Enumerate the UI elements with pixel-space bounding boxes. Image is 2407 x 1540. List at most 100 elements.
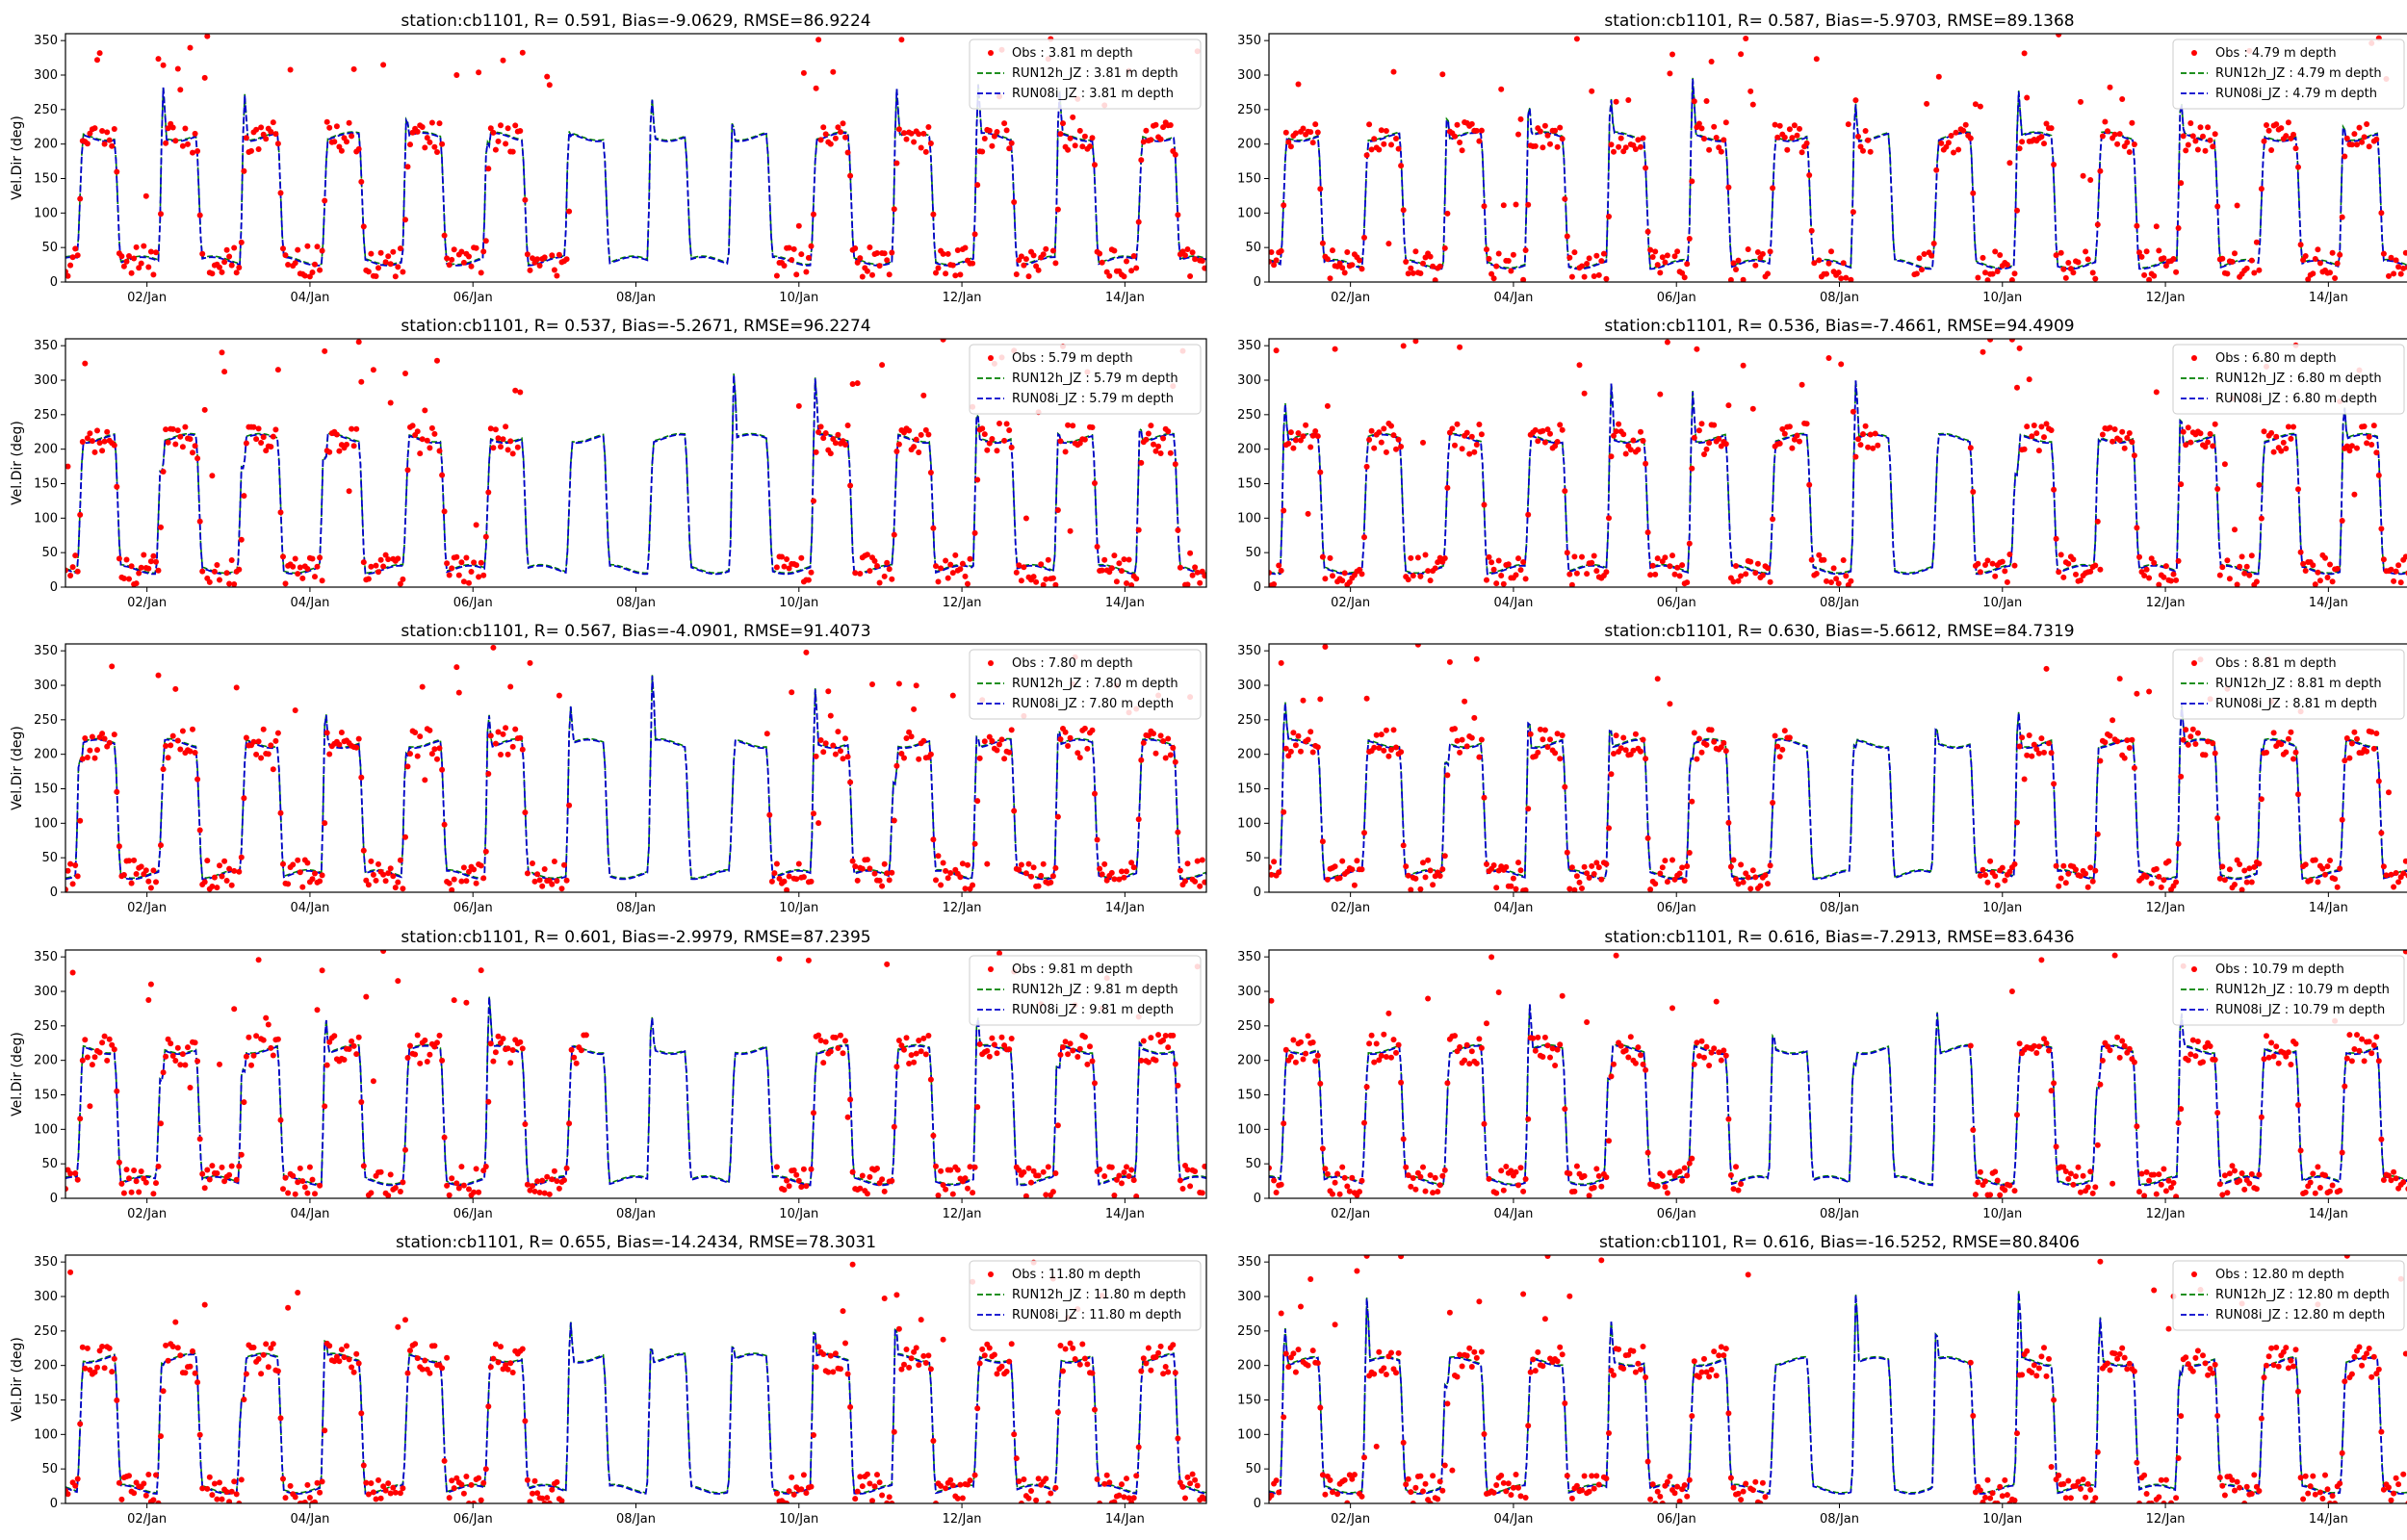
y-tick-label: 150	[1237, 1089, 1261, 1103]
obs-point	[2011, 860, 2018, 867]
obs-point	[1532, 1047, 1539, 1054]
obs-point	[1172, 461, 1178, 468]
obs-point	[2170, 571, 2177, 578]
obs-point	[1515, 1484, 1521, 1491]
obs-point	[370, 367, 376, 373]
obs-point	[859, 865, 866, 872]
obs-point	[1593, 1166, 1600, 1172]
obs-point	[522, 1418, 529, 1424]
obs-point	[395, 555, 401, 562]
obs-point	[1513, 572, 1519, 578]
legend-entry: RUN12h_JZ : 8.81 m depth	[2215, 677, 2382, 691]
obs-point	[1378, 732, 1385, 738]
obs-point	[832, 135, 839, 141]
obs-point	[2391, 1490, 2397, 1497]
obs-point	[1035, 1476, 1042, 1482]
obs-point	[2078, 873, 2083, 880]
obs-point	[864, 552, 870, 558]
obs-point	[1613, 732, 1619, 739]
obs-point	[2368, 1050, 2375, 1057]
obs-point	[1116, 560, 1123, 567]
obs-point	[2031, 741, 2037, 748]
obs-point	[895, 126, 902, 133]
obs-point	[1591, 1184, 1597, 1191]
obs-point	[1799, 149, 1805, 156]
obs-point	[965, 1185, 971, 1192]
obs-point	[77, 511, 84, 518]
obs-point	[1444, 772, 1451, 779]
obs-point	[485, 489, 492, 496]
obs-point	[2019, 734, 2026, 741]
obs-point	[1398, 163, 1405, 169]
obs-point	[2004, 1492, 2010, 1499]
obs-point	[336, 448, 343, 454]
obs-point	[1422, 1480, 1429, 1487]
obs-point	[1813, 56, 1820, 63]
obs-point	[911, 706, 918, 712]
obs-point	[1493, 1190, 1500, 1196]
obs-point	[473, 244, 479, 251]
obs-point	[1770, 800, 1776, 806]
obs-point	[2375, 1366, 2382, 1373]
obs-point	[1305, 736, 1311, 743]
obs-point	[1016, 866, 1022, 873]
obs-point	[1344, 1183, 1351, 1190]
obs-point	[2312, 857, 2318, 863]
obs-point	[226, 1499, 233, 1503]
obs-point	[1713, 998, 1720, 1005]
obs-point	[1366, 1040, 1373, 1047]
obs-point	[2334, 260, 2341, 267]
obs-point	[1541, 1034, 1548, 1040]
obs-point	[1412, 339, 1419, 345]
obs-point	[1935, 73, 1942, 80]
obs-point	[414, 1355, 421, 1362]
obs-point	[77, 1116, 84, 1122]
obs-point	[1048, 1490, 1054, 1497]
obs-point	[79, 756, 86, 762]
obs-point	[2232, 250, 2238, 257]
y-tick-label: 350	[34, 339, 58, 353]
obs-point	[820, 435, 827, 442]
obs-point	[1273, 257, 1280, 264]
obs-point	[898, 37, 905, 43]
obs-point	[1179, 1483, 1186, 1490]
obs-point	[1970, 190, 1977, 196]
obs-point	[243, 1053, 249, 1060]
obs-point	[2143, 566, 2150, 573]
obs-point	[857, 255, 864, 262]
obs-point	[111, 732, 117, 738]
obs-point	[1060, 1368, 1066, 1374]
obs-point	[1921, 251, 1928, 257]
obs-point	[1541, 1316, 1548, 1322]
obs-point	[304, 860, 311, 866]
obs-point	[2351, 1046, 2358, 1052]
obs-point	[962, 573, 969, 579]
obs-point	[1657, 391, 1664, 398]
obs-point	[781, 1187, 788, 1194]
obs-point	[2354, 445, 2360, 451]
obs-point	[2158, 1476, 2164, 1483]
obs-point	[2121, 755, 2128, 761]
obs-point	[989, 436, 996, 442]
obs-point	[1547, 736, 1553, 743]
obs-point	[1170, 1032, 1177, 1039]
x-tick-label: 12/Jan	[943, 291, 982, 305]
obs-point	[1298, 1039, 1304, 1045]
obs-point	[2019, 139, 2026, 145]
obs-point	[2011, 562, 2018, 569]
obs-point	[795, 222, 802, 229]
obs-point	[859, 273, 866, 280]
obs-point	[1128, 268, 1135, 274]
obs-point	[854, 380, 861, 387]
obs-point	[392, 1489, 399, 1496]
obs-point	[994, 1371, 1000, 1377]
obs-point	[2175, 840, 2182, 847]
obs-point	[1373, 732, 1380, 738]
obs-point	[1457, 1043, 1463, 1050]
obs-point	[2348, 1371, 2355, 1377]
obs-point	[1838, 361, 1845, 368]
obs-point	[2364, 121, 2370, 127]
obs-point	[1119, 1180, 1125, 1187]
obs-point	[1124, 258, 1129, 265]
obs-point	[214, 562, 220, 568]
